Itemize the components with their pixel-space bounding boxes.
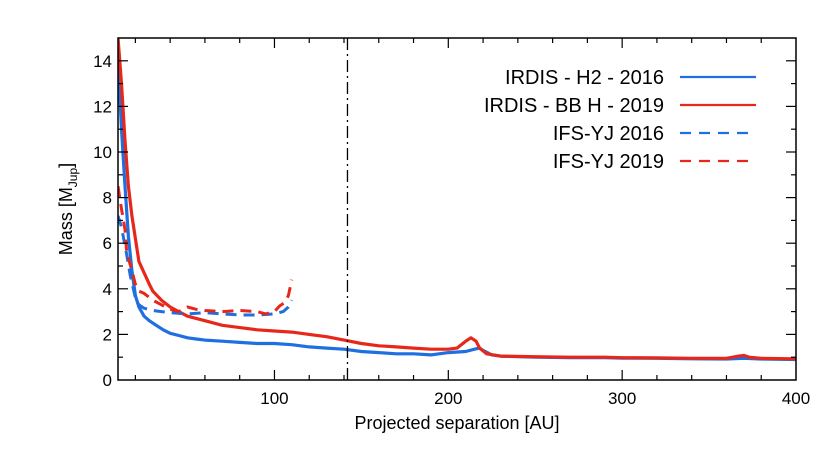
series-line-2 <box>118 38 796 361</box>
y-axis-label-sub: Jup <box>66 168 80 188</box>
y-tick-label: 12 <box>93 97 112 116</box>
y-tick-label: 6 <box>103 234 112 253</box>
y-axis-label-main: Mass [M <box>56 187 76 255</box>
y-tick-label: 4 <box>103 280 112 299</box>
series-line-4 <box>118 185 294 316</box>
x-axis-label: Projected separation [AU] <box>354 413 559 433</box>
x-tick-label: 200 <box>434 389 462 408</box>
legend-label-2: IRDIS - BB H - 2019 <box>484 95 664 117</box>
x-tick-label: 300 <box>608 389 636 408</box>
legend-label-1: IRDIS - H2 - 2016 <box>505 67 664 89</box>
y-tick-label: 8 <box>103 189 112 208</box>
x-tick-label: 100 <box>260 389 288 408</box>
y-axis-label-close: ] <box>56 163 76 168</box>
y-tick-label: 10 <box>93 143 112 162</box>
x-tick-label: 400 <box>782 389 810 408</box>
series-line-1 <box>118 56 796 362</box>
legend-label-4: IFS-YJ 2019 <box>553 151 664 173</box>
y-axis-label: Mass [MJup] <box>56 163 80 255</box>
plot-frame <box>117 37 797 381</box>
y-tick-label: 2 <box>103 325 112 344</box>
series-line-3 <box>118 215 294 317</box>
legend-label-3: IFS-YJ 2016 <box>553 123 664 145</box>
y-tick-label: 14 <box>93 52 112 71</box>
y-tick-label: 0 <box>103 371 112 390</box>
